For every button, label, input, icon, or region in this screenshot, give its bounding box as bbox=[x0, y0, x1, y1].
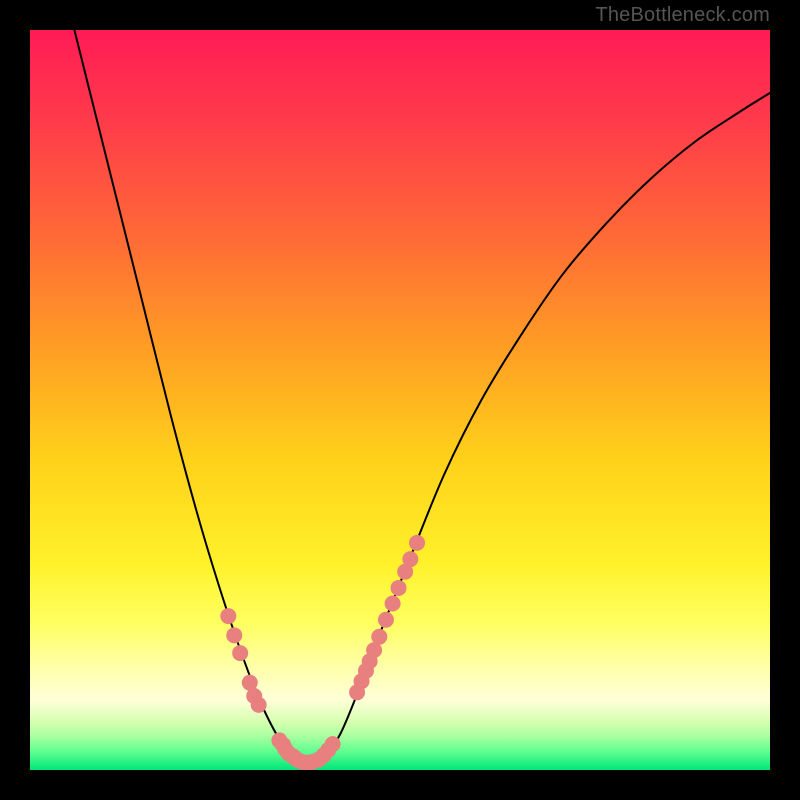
marker-dot bbox=[385, 596, 401, 612]
marker-dot bbox=[232, 645, 248, 661]
plot-area bbox=[30, 30, 770, 770]
marker-dot bbox=[409, 535, 425, 551]
marker-dot bbox=[391, 580, 407, 596]
watermark-text: TheBottleneck.com bbox=[595, 4, 770, 27]
marker-dot bbox=[220, 608, 236, 624]
marker-dot bbox=[402, 551, 418, 567]
marker-dot bbox=[226, 627, 242, 643]
marker-dot bbox=[371, 629, 387, 645]
chart-svg bbox=[30, 30, 770, 770]
chart-frame: TheBottleneck.com bbox=[0, 0, 800, 800]
marker-dot bbox=[378, 612, 394, 628]
marker-dot bbox=[251, 697, 267, 713]
gradient-rect bbox=[30, 30, 770, 770]
marker-dot bbox=[325, 736, 341, 752]
